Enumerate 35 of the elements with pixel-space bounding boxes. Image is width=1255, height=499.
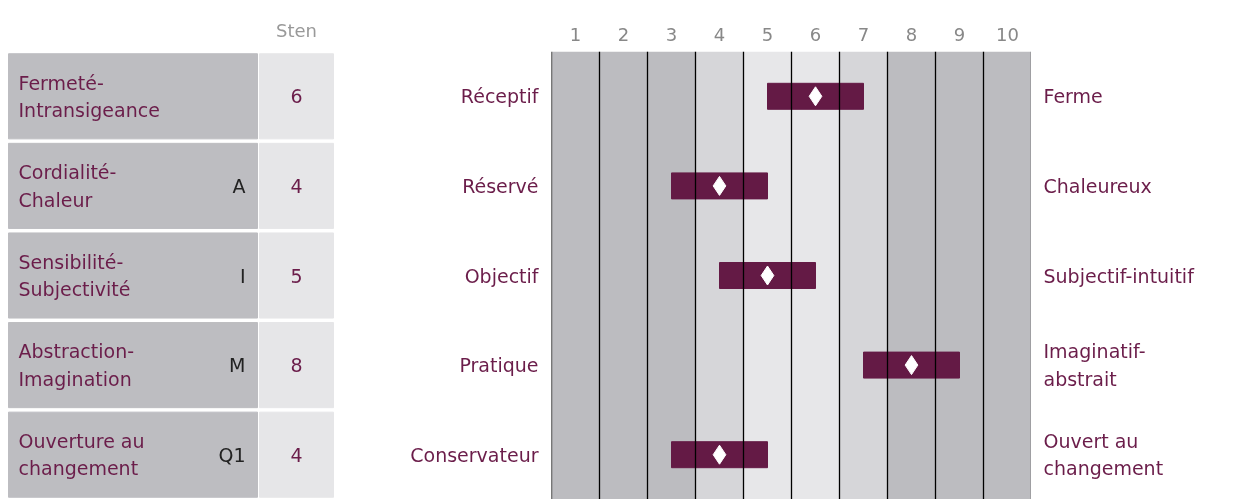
y2-tick-label: Ferme — [1043, 85, 1103, 108]
text: Sten — [276, 19, 317, 41]
text: Fermeté- Intransigeance — [18, 71, 160, 122]
x-tick-label: 4 — [713, 23, 726, 45]
y-tick-label: Conservateur — [410, 443, 539, 466]
data-label: 5 — [290, 264, 303, 287]
x-tick-label: 8 — [905, 23, 918, 45]
y-tick-label: Objectif — [464, 264, 540, 287]
data-label: 6 — [290, 85, 303, 108]
x-tick-label: 5 — [761, 23, 774, 45]
x-tick-label: 6 — [809, 23, 822, 45]
data-label: 8 — [290, 354, 303, 377]
text: Q1 — [218, 443, 246, 466]
x-tick-label: 1 — [569, 23, 582, 45]
x-tick-label: 9 — [953, 23, 966, 45]
x-tick-label: 2 — [617, 23, 630, 45]
y2-tick-label: Chaleureux — [1043, 174, 1152, 197]
text: Cordialité- Chaleur — [18, 161, 117, 211]
text: I — [239, 264, 246, 287]
text: A — [232, 174, 246, 197]
y-tick-label: Pratique — [459, 354, 539, 377]
data-label: 4 — [290, 443, 303, 466]
y-tick-label: Réservé — [462, 174, 539, 197]
y2-tick-label: Subjectif-intuitif — [1043, 264, 1196, 287]
text: M — [229, 354, 246, 377]
data-label: 4 — [290, 174, 303, 197]
y2-tick-label: Ouvert au changement — [1043, 429, 1164, 480]
text: Ouverture au changement — [18, 429, 145, 480]
text: Abstraction- Imagination — [18, 340, 135, 390]
y2-tick-label: Imaginatif- abstrait — [1043, 340, 1146, 390]
x-tick-label: 10 — [996, 23, 1019, 45]
y-tick-label: Réceptif — [460, 85, 540, 108]
x-tick-label: 3 — [665, 23, 678, 45]
x-tick-label: 7 — [857, 23, 870, 45]
text: Sensibilité- Subjectivité — [18, 250, 131, 301]
